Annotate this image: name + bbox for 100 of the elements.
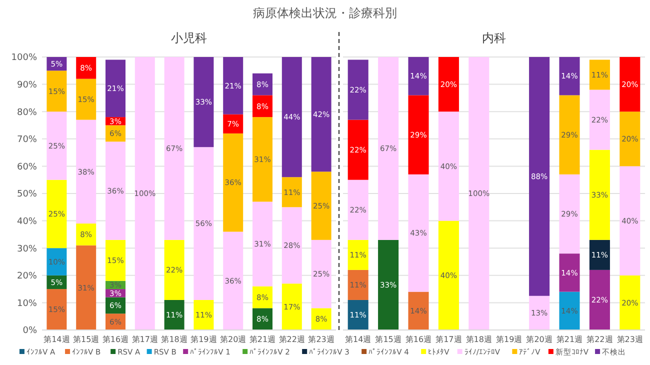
chart-title: 病原体検出状況・診療科別 [253,6,397,20]
bar [282,57,302,178]
bar [164,240,184,300]
bar [223,57,244,114]
bar [559,174,580,254]
bar [348,240,368,270]
bar [559,254,580,292]
x-tick-label: 第19週 [190,335,217,344]
bar [589,150,610,240]
bar [378,57,399,240]
y-tick-label: 10% [16,298,38,309]
y-tick-label: 100% [11,53,38,64]
bar [620,275,640,330]
y-tick-label: 60% [16,162,38,172]
bar [282,177,302,208]
bar [589,240,610,270]
x-tick-label: 第16週 [405,335,432,344]
bar [348,300,368,330]
bar [134,57,155,330]
y-tick-label: 80% [16,108,38,118]
bar [559,95,580,174]
x-tick-label: 第18週 [466,335,492,344]
y-tick-label: 0% [22,326,38,336]
bar [408,95,429,174]
bar [438,112,459,221]
bar [194,147,214,300]
bar [529,296,550,330]
bar [311,172,332,240]
bar [46,70,67,112]
bar [76,224,96,246]
bar [408,292,429,330]
x-tick-label: 第20週 [526,335,552,344]
x-tick-label: 第23週 [308,335,334,344]
x-tick-label: 第22週 [586,335,613,344]
bar [559,57,580,96]
x-tick-label: 第19週 [496,335,522,344]
bar [408,174,429,292]
bar [559,292,580,330]
bar [76,78,96,120]
bar [223,114,244,134]
chart-subtitle: 小児科 [171,31,207,45]
bar [589,270,610,330]
x-tick-label: 第21週 [249,335,276,344]
y-tick-label: 20% [16,272,38,282]
bar [348,60,368,120]
bar [620,166,640,276]
x-tick-label: 第14週 [345,335,372,344]
bar [46,248,67,276]
bar [76,245,96,330]
bar [164,300,184,330]
bar [438,220,459,330]
x-tick-label: 第20週 [220,335,246,344]
bar [223,232,244,330]
bar [468,57,490,330]
bar [348,180,368,240]
bar [46,180,67,248]
bar [620,112,640,166]
y-tick-label: 40% [16,216,38,227]
bar [589,60,610,90]
bar [282,284,302,330]
bar [282,207,302,284]
x-tick-label: 第15週 [375,335,402,344]
bar [408,57,429,96]
bar [529,57,550,296]
bar [106,60,126,118]
bar [252,95,272,118]
bar [252,202,272,286]
bar [348,120,368,180]
bar [106,142,126,240]
bar [76,120,96,224]
bar [76,57,96,79]
bar [348,270,368,300]
y-tick-label: 90% [16,80,38,90]
y-tick-label: 30% [16,244,38,254]
x-tick-label: 第21週 [556,335,583,344]
bar [620,57,640,112]
chart-subtitle: 内科 [482,31,506,45]
bar [438,57,459,112]
bar [194,300,214,330]
x-tick-label: 第17週 [436,335,462,344]
bar [223,133,244,232]
bar [46,289,67,330]
bar [252,117,272,202]
y-tick-label: 70% [16,135,38,146]
x-tick-label: 第18週 [161,335,188,344]
x-tick-label: 第22週 [278,335,305,344]
x-tick-label: 第14週 [44,335,70,344]
x-tick-label: 第17週 [132,335,158,344]
bar [589,90,610,150]
bar [46,112,67,180]
x-tick-label: 第16週 [102,335,129,344]
x-tick-label: 第15週 [73,335,100,344]
bar [311,57,332,172]
bar [106,240,126,281]
y-tick-label: 50% [16,190,38,200]
bar [311,240,332,308]
bar [194,57,214,148]
x-tick-label: 第23週 [616,335,643,344]
bar [164,57,184,240]
bar [378,240,399,330]
